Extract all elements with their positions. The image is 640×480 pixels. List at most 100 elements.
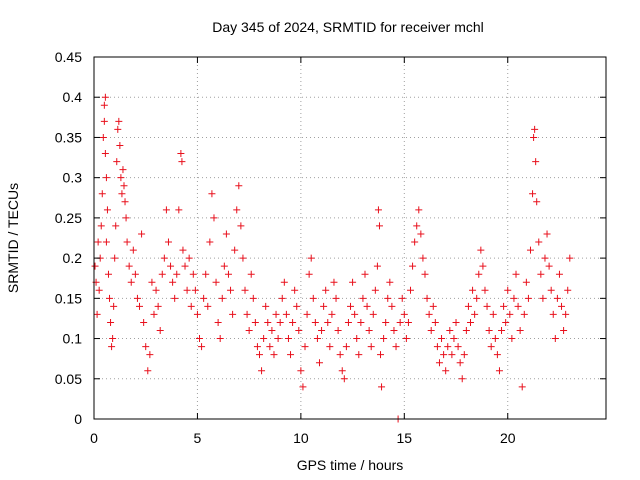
data-point — [204, 302, 212, 310]
data-point — [313, 335, 321, 343]
data-point — [173, 270, 181, 278]
y-tick-label: 0.4 — [63, 89, 83, 105]
data-point — [160, 254, 168, 262]
data-point — [485, 327, 493, 335]
data-point — [212, 278, 220, 286]
data-point — [262, 302, 270, 310]
data-point — [103, 206, 111, 214]
data-point — [326, 343, 334, 351]
data-point — [456, 359, 464, 367]
data-point — [287, 351, 295, 359]
data-point — [295, 327, 303, 335]
data-point — [347, 302, 355, 310]
data-point — [438, 335, 446, 343]
data-point — [191, 286, 199, 294]
data-point — [371, 286, 379, 294]
data-point — [303, 310, 311, 318]
x-tick-label: 0 — [90, 430, 98, 446]
data-point — [227, 286, 235, 294]
data-point — [396, 318, 404, 326]
data-point — [388, 302, 396, 310]
data-point — [450, 335, 458, 343]
data-point — [268, 327, 276, 335]
data-point — [154, 302, 162, 310]
data-point — [342, 343, 350, 351]
data-point — [249, 294, 257, 302]
data-point — [129, 246, 137, 254]
data-point — [243, 310, 251, 318]
data-point — [120, 182, 128, 190]
data-point — [510, 294, 518, 302]
data-point — [417, 230, 425, 238]
data-point — [272, 310, 280, 318]
data-point — [224, 270, 232, 278]
data-point — [164, 238, 172, 246]
data-point — [353, 335, 361, 343]
data-point — [475, 270, 483, 278]
data-point — [169, 278, 177, 286]
data-point — [297, 367, 305, 375]
data-point — [289, 318, 297, 326]
data-point — [136, 302, 144, 310]
data-point — [545, 262, 553, 270]
data-point — [386, 278, 394, 286]
data-point — [102, 238, 110, 246]
data-point — [216, 335, 224, 343]
data-point — [533, 198, 541, 206]
data-point — [237, 222, 245, 230]
plot-frame — [93, 56, 607, 420]
data-point — [529, 190, 537, 198]
data-point — [315, 359, 323, 367]
data-point — [471, 310, 479, 318]
data-point — [278, 294, 286, 302]
data-point — [558, 302, 566, 310]
data-point — [98, 190, 106, 198]
data-point — [541, 254, 549, 262]
data-point — [549, 310, 557, 318]
data-point — [97, 222, 105, 230]
data-point — [526, 246, 534, 254]
data-point — [218, 294, 226, 302]
data-point — [530, 133, 538, 141]
y-axis-label: SRMTID / TECUs — [5, 183, 21, 293]
data-point — [400, 310, 408, 318]
data-point — [365, 327, 373, 335]
data-point — [444, 343, 452, 351]
data-point — [117, 174, 125, 182]
data-point — [378, 383, 386, 391]
data-point — [220, 262, 228, 270]
data-point — [198, 343, 206, 351]
data-point — [562, 310, 570, 318]
data-point — [196, 335, 204, 343]
data-point — [524, 294, 532, 302]
data-point — [255, 351, 263, 359]
data-point — [114, 125, 122, 133]
data-point — [487, 343, 495, 351]
data-point — [189, 270, 197, 278]
data-point — [491, 335, 499, 343]
data-point — [566, 254, 574, 262]
data-point — [423, 294, 431, 302]
data-point — [330, 278, 338, 286]
data-point — [431, 318, 439, 326]
data-point — [448, 351, 456, 359]
data-point — [222, 230, 230, 238]
data-point — [518, 383, 526, 391]
data-point — [214, 318, 222, 326]
data-point — [435, 359, 443, 367]
data-point — [101, 93, 109, 101]
data-point — [531, 125, 539, 133]
data-point — [404, 318, 412, 326]
data-point — [547, 286, 555, 294]
data-point — [522, 278, 530, 286]
data-point — [177, 150, 185, 158]
data-point — [309, 294, 317, 302]
data-point — [338, 367, 346, 375]
data-point — [382, 318, 390, 326]
data-point — [320, 302, 328, 310]
data-point — [102, 174, 110, 182]
data-point — [140, 318, 148, 326]
data-point — [357, 318, 365, 326]
data-point — [535, 238, 543, 246]
